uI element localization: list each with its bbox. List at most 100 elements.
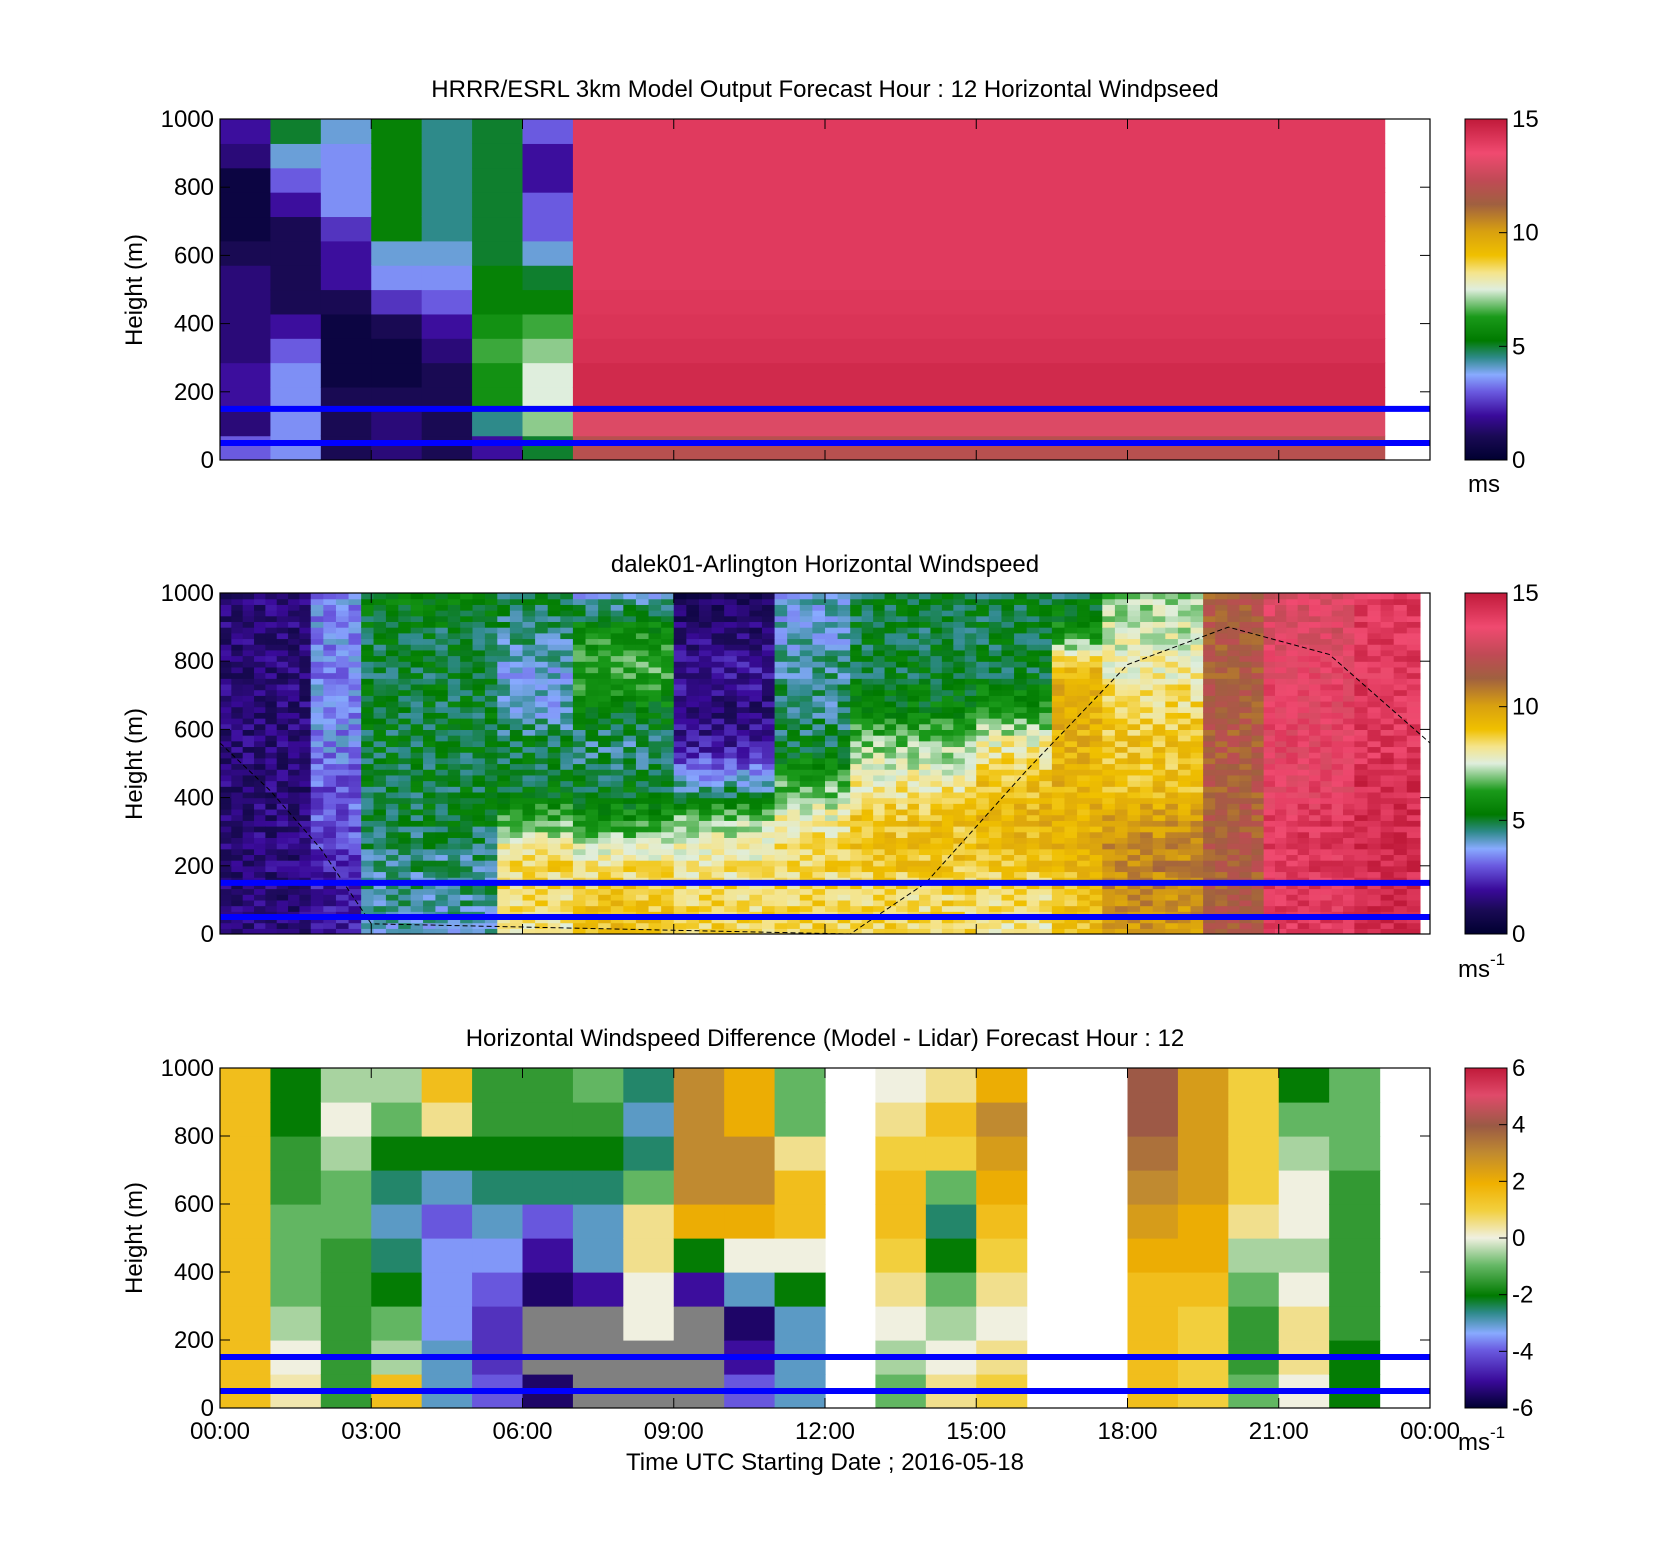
heatmap-cell	[749, 689, 763, 696]
heatmap-cell	[522, 435, 574, 460]
heatmap-cell	[1089, 610, 1103, 617]
heatmap-cell	[610, 871, 624, 878]
heatmap-cell	[423, 735, 437, 742]
heatmap-cell	[635, 644, 650, 651]
heatmap-cell	[522, 683, 536, 691]
heatmap-cell	[799, 865, 813, 873]
heatmap-cell	[623, 860, 637, 867]
heatmap-cell	[276, 604, 289, 611]
heatmap-cell	[1051, 723, 1066, 730]
heatmap-cell	[661, 729, 675, 736]
heatmap-cell	[941, 723, 954, 730]
heatmap-cell	[585, 871, 599, 878]
heatmap-cell	[598, 593, 612, 600]
heatmap-cell	[310, 791, 324, 799]
panel-model-title: HRRR/ESRL 3km Model Output Forecast Hour…	[431, 76, 1218, 103]
heatmap-cell	[398, 757, 412, 765]
heatmap-cell	[1064, 757, 1078, 765]
heatmap-cell	[220, 916, 232, 924]
heatmap-cell	[410, 632, 424, 640]
heatmap-cell	[242, 627, 255, 634]
heatmap-cell	[861, 763, 874, 770]
heatmap-cell	[535, 615, 549, 623]
heatmap-cell	[907, 786, 920, 793]
heatmap-cell	[497, 672, 511, 679]
heatmap-cell	[472, 644, 486, 651]
heatmap-cell	[1102, 814, 1116, 821]
heatmap-cell	[1089, 803, 1103, 810]
heatmap-cell	[825, 780, 839, 787]
heatmap-cell	[812, 672, 826, 679]
heatmap-cell	[861, 610, 874, 617]
heatmap-cell	[270, 119, 322, 144]
heatmap-cell	[976, 695, 990, 702]
heatmap-cell	[254, 723, 266, 730]
heatmap-cell	[220, 899, 232, 907]
heatmap-cell	[941, 700, 954, 708]
heatmap-cell	[509, 689, 524, 696]
heatmap-cell	[761, 718, 776, 725]
heatmap-cell	[918, 723, 932, 730]
heatmap-cell	[610, 723, 624, 730]
heatmap-cell	[774, 695, 788, 702]
heatmap-cell	[964, 735, 977, 742]
heatmap-cell	[254, 593, 266, 600]
heatmap-cell	[825, 826, 839, 833]
heatmap-cell	[812, 774, 826, 782]
heatmap-cell	[1051, 740, 1066, 748]
heatmap-cell	[648, 922, 662, 929]
heatmap-cell	[373, 837, 387, 844]
heatmap-cell	[686, 848, 700, 856]
heatmap-cell	[896, 757, 909, 765]
heatmap-cell	[1014, 865, 1028, 873]
heatmap-cell	[535, 928, 549, 934]
heatmap-cell	[1064, 598, 1078, 605]
heatmap-cell	[547, 820, 561, 827]
heatmap-cell	[560, 712, 574, 719]
heatmap-cell	[547, 928, 561, 934]
heatmap-cell	[941, 894, 954, 901]
heatmap-cell	[736, 848, 750, 856]
heatmap-cell	[610, 791, 624, 799]
heatmap-cell	[373, 843, 387, 850]
heatmap-cell	[472, 313, 524, 339]
heatmap-cell	[497, 718, 511, 725]
heatmap-cell	[1177, 621, 1192, 628]
heatmap-cell	[323, 865, 337, 873]
heatmap-cell	[1051, 843, 1066, 850]
heatmap-cell	[976, 718, 990, 725]
heatmap-cell	[749, 649, 763, 657]
heatmap-cell	[918, 644, 932, 651]
heatmap-cell	[907, 638, 920, 645]
heatmap-cell	[288, 729, 300, 736]
heatmap-cell	[435, 678, 449, 685]
heatmap-cell	[1140, 860, 1154, 867]
heatmap-cell	[976, 706, 990, 713]
heatmap-cell	[850, 610, 863, 617]
heatmap-cell	[761, 814, 776, 821]
heatmap-cell	[907, 689, 920, 696]
heatmap-cell	[861, 837, 874, 844]
heatmap-cell	[522, 313, 574, 339]
heatmap-cell	[941, 831, 954, 838]
heatmap-cell	[673, 610, 687, 617]
heatmap-cell	[988, 763, 1003, 770]
heatmap-cell	[522, 240, 574, 266]
heatmap-cell	[988, 735, 1003, 742]
heatmap-cell	[610, 689, 624, 696]
heatmap-cell	[884, 786, 897, 793]
heatmap-cell	[976, 666, 990, 674]
heatmap-cell	[460, 814, 474, 821]
heatmap-cell	[736, 683, 750, 691]
heatmap-cell	[850, 803, 863, 810]
heatmap-cell	[220, 871, 232, 878]
heatmap-cell	[1177, 689, 1192, 696]
heatmap-cell	[964, 638, 977, 645]
heatmap-cell	[724, 820, 738, 827]
heatmap-cell	[460, 655, 474, 662]
heatmap-cell	[661, 615, 675, 623]
heatmap-cell	[423, 865, 437, 873]
heatmap-cell	[299, 860, 312, 867]
heatmap-cell	[1064, 649, 1078, 657]
heatmap-cell	[547, 661, 561, 668]
